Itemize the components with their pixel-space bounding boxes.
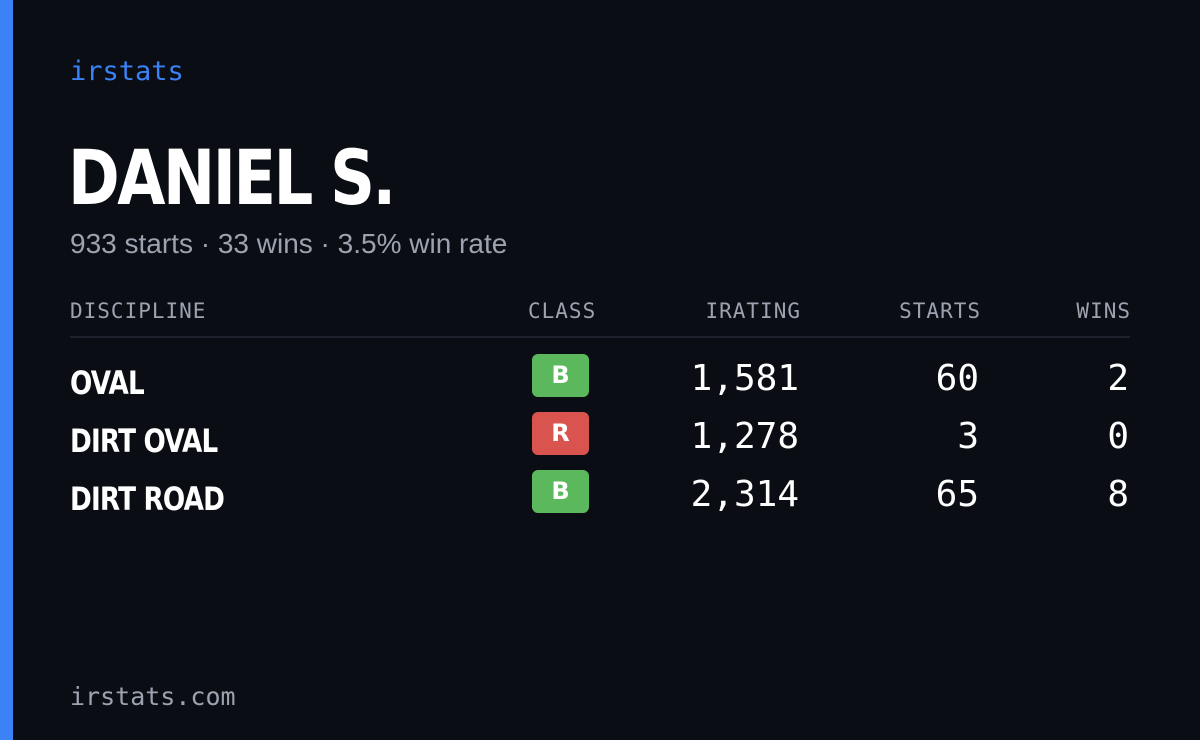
discipline-name: DIRT ROAD (70, 480, 225, 518)
header-class: CLASS (528, 299, 597, 323)
accent-bar (0, 0, 13, 740)
irating-value: 2,314 (690, 474, 799, 515)
header-divider (70, 336, 1130, 338)
player-name: DANIEL S. (68, 133, 396, 222)
starts-value: 65 (935, 474, 979, 515)
starts-value: 60 (935, 358, 979, 399)
wins-value: 2 (1107, 358, 1129, 399)
class-badge: R (532, 412, 589, 455)
discipline-name: OVAL (70, 364, 145, 402)
wins-value: 8 (1107, 474, 1129, 515)
footer-url: irstats.com (70, 682, 236, 711)
brand-logo: irstats (70, 56, 184, 87)
starts-value: 3 (957, 416, 979, 457)
table-row: DIRT OVAL R 1,278 3 0 (0, 412, 1200, 470)
header-irating: IRATING (705, 299, 801, 323)
table-row: DIRT ROAD B 2,314 65 8 (0, 470, 1200, 528)
irating-value: 1,278 (690, 416, 799, 457)
class-badge: B (532, 470, 589, 513)
player-summary: 933 starts · 33 wins · 3.5% win rate (70, 228, 508, 259)
table-row: OVAL B 1,581 60 2 (0, 354, 1200, 412)
irating-value: 1,581 (690, 358, 799, 399)
header-wins: WINS (1076, 299, 1131, 323)
wins-value: 0 (1107, 416, 1129, 457)
header-discipline: DISCIPLINE (70, 299, 207, 323)
discipline-name: DIRT OVAL (70, 422, 218, 460)
class-badge: B (532, 354, 589, 397)
header-starts: STARTS (899, 299, 981, 323)
